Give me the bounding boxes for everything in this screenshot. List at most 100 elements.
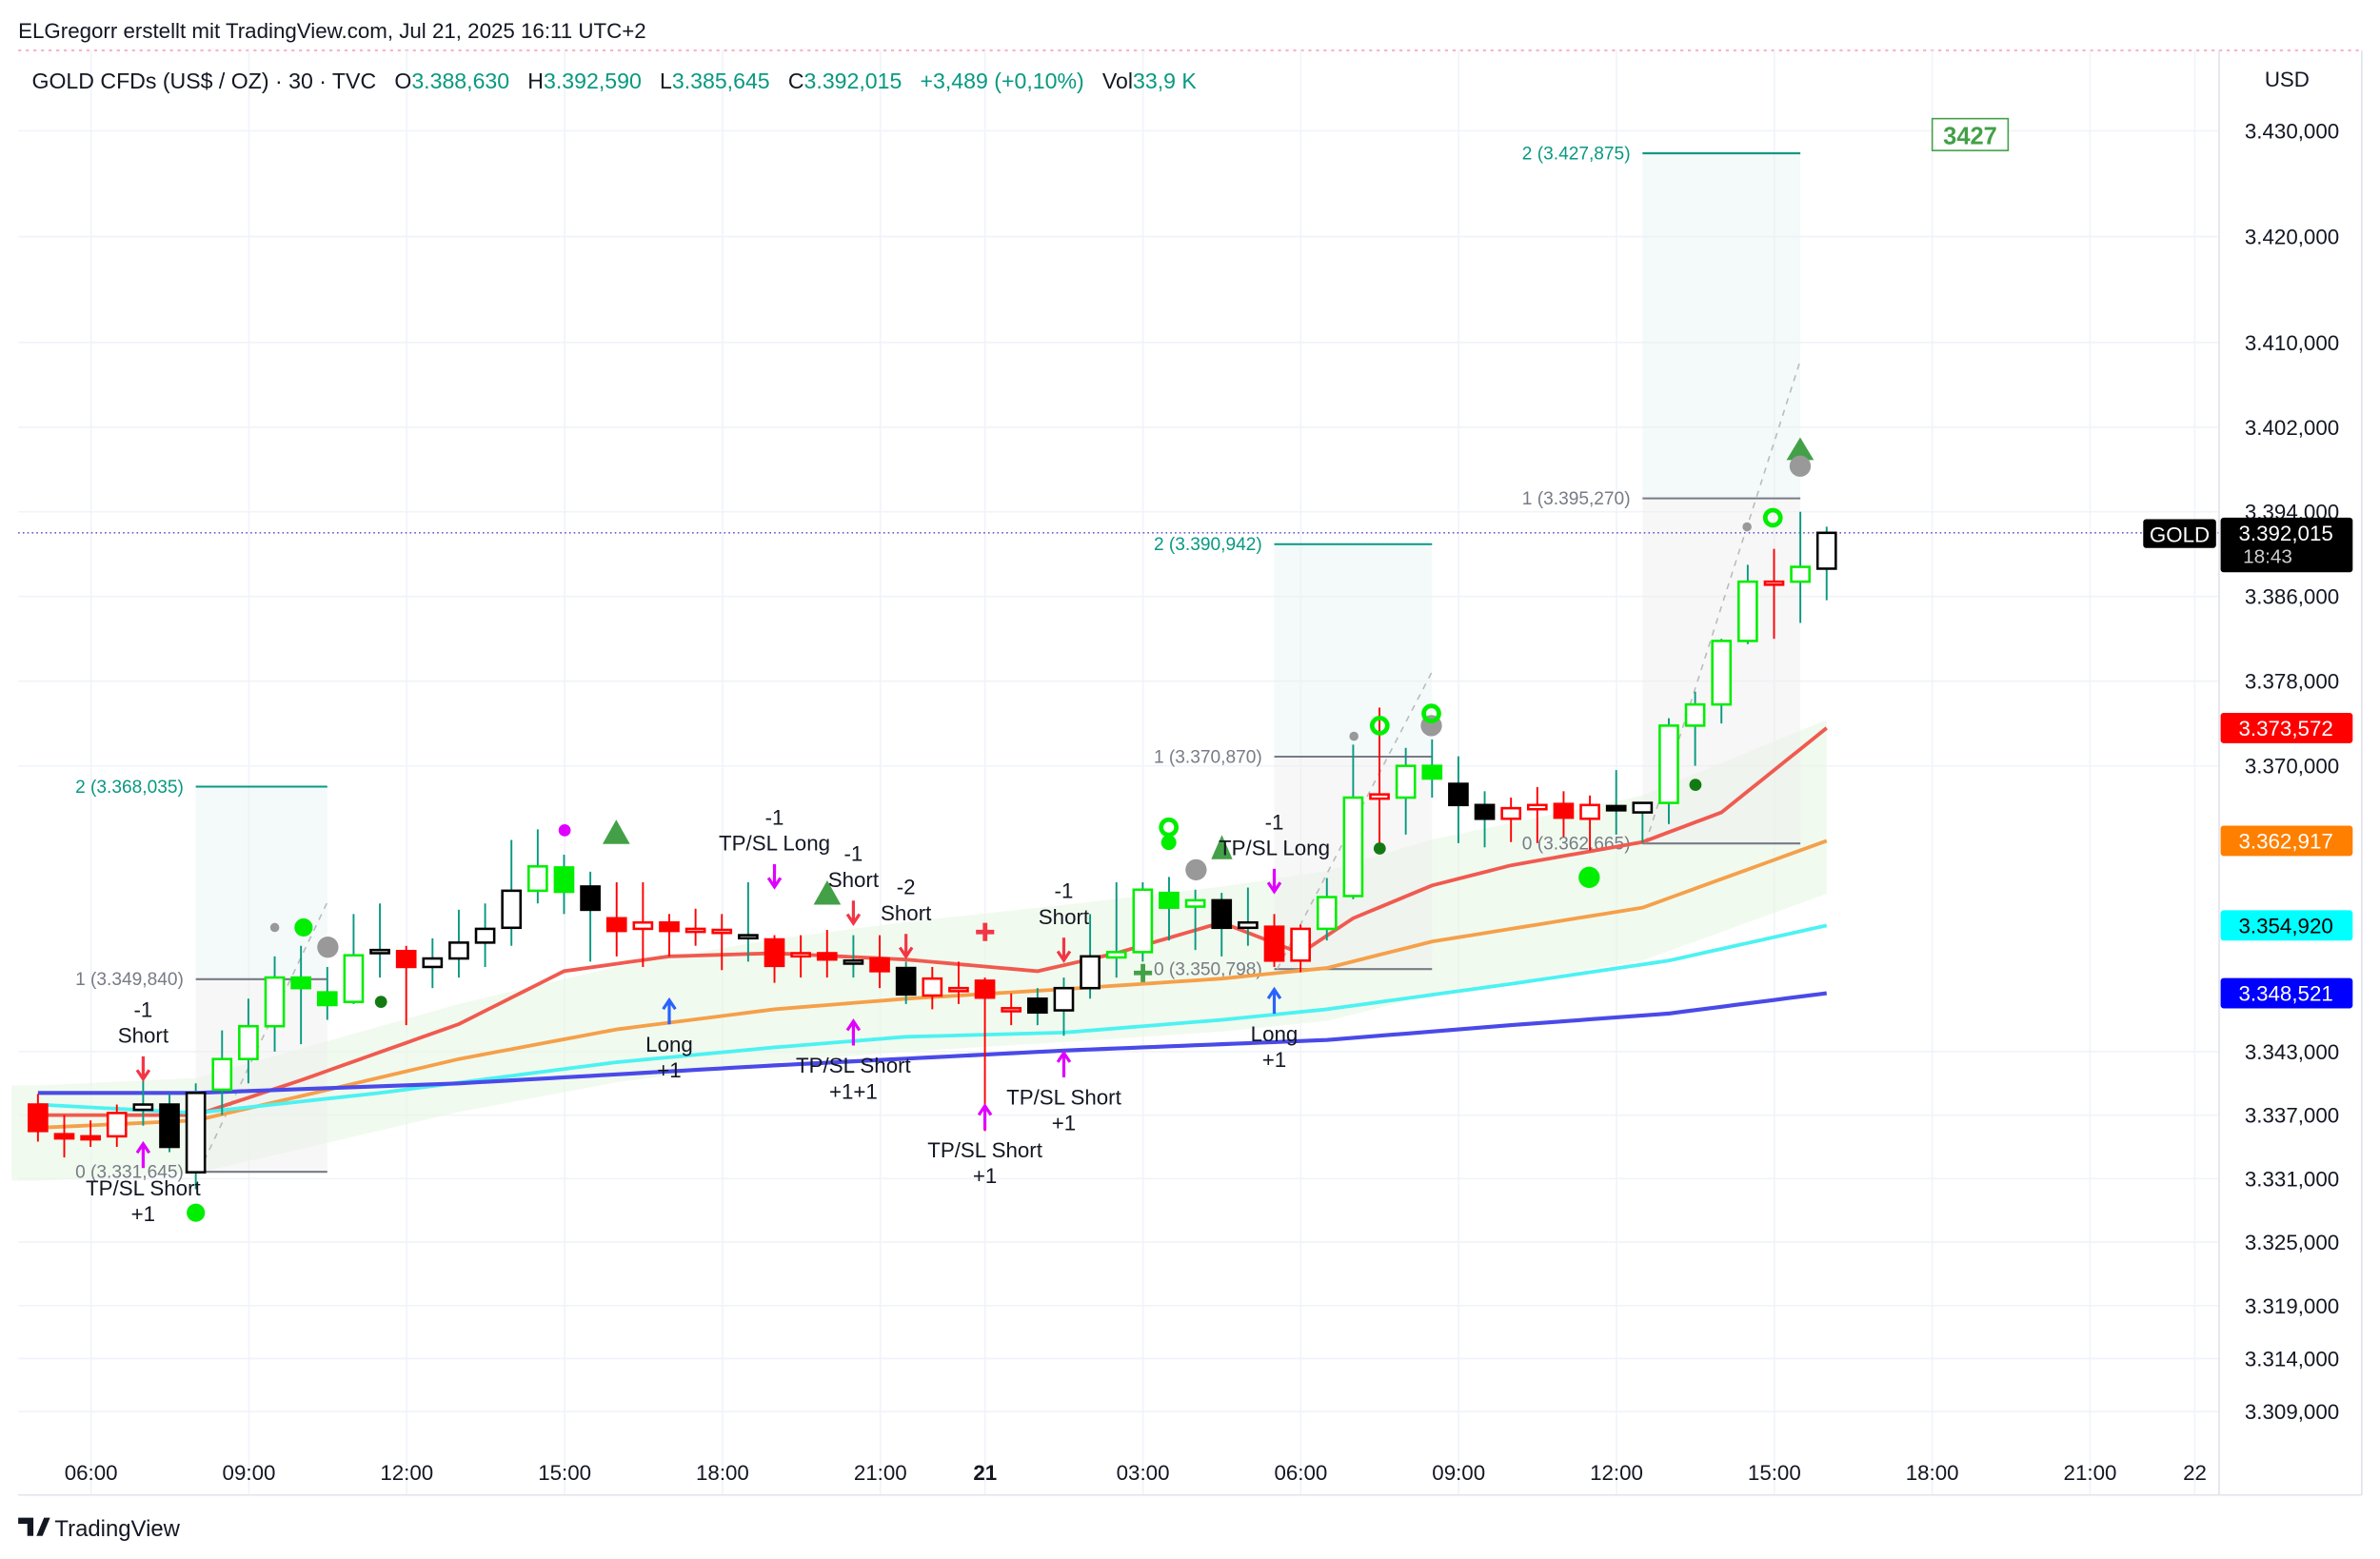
candle[interactable] — [632, 881, 654, 967]
candle[interactable] — [264, 956, 286, 1052]
candle[interactable] — [1526, 786, 1548, 843]
green-dot-icon — [1578, 866, 1600, 888]
svg-text:GOLD CFDs (US$ / OZ) · 30 · TV: GOLD CFDs (US$ / OZ) · 30 · TVC O3.388,6… — [31, 69, 1197, 93]
candle[interactable] — [895, 961, 917, 1004]
candle[interactable] — [816, 930, 838, 978]
candle[interactable] — [369, 903, 390, 978]
position-target-zone — [195, 786, 327, 979]
candle[interactable] — [922, 966, 943, 1010]
signal-text: TP/SL Short — [1006, 1086, 1122, 1110]
moving-averages — [37, 726, 1828, 1130]
candle[interactable] — [1263, 914, 1285, 967]
candle[interactable] — [28, 1094, 49, 1142]
price-axis[interactable]: 3.430,0003.420,0003.410,0003.402,0003.39… — [2245, 119, 2339, 1424]
candle[interactable] — [1211, 893, 1233, 957]
candle[interactable] — [1053, 977, 1075, 1036]
candle[interactable] — [501, 839, 523, 946]
candle[interactable] — [316, 966, 338, 1020]
candle[interactable] — [684, 908, 706, 946]
candle[interactable] — [1105, 881, 1127, 978]
candle[interactable] — [159, 1094, 180, 1153]
candle[interactable] — [1684, 691, 1706, 766]
candle[interactable] — [738, 881, 759, 962]
candle[interactable] — [527, 829, 548, 904]
candle[interactable] — [711, 914, 733, 971]
candle[interactable] — [1790, 511, 1811, 623]
candle[interactable] — [553, 855, 575, 915]
candle[interactable] — [1132, 881, 1154, 962]
candle-body — [553, 866, 575, 894]
candle[interactable] — [1159, 877, 1180, 941]
candle[interactable] — [1763, 548, 1785, 640]
candle[interactable] — [1605, 770, 1627, 835]
candle[interactable] — [1421, 739, 1443, 799]
candle-body — [422, 957, 444, 969]
signal-text: Long — [1251, 1022, 1299, 1046]
price-tick-label: 3.402,000 — [2245, 416, 2339, 440]
currency-label[interactable]: USD — [2265, 68, 2310, 91]
candle[interactable] — [1184, 889, 1206, 951]
candle-body — [1474, 803, 1496, 820]
arrow-down-icon — [845, 900, 862, 926]
time-axis[interactable]: 06:00 09:00 12:00 15:00 18:00 21:00 21 03:00 06:… — [65, 1461, 2207, 1485]
candle-body — [369, 948, 390, 955]
candle[interactable] — [1290, 924, 1311, 973]
candle[interactable] — [238, 998, 259, 1084]
candle[interactable] — [948, 961, 969, 1004]
symbol-tag-bg — [2143, 519, 2216, 548]
candle[interactable] — [1500, 798, 1522, 842]
candle[interactable] — [1369, 707, 1390, 846]
candle[interactable] — [1737, 564, 1758, 644]
candle-body — [948, 986, 969, 993]
candle[interactable] — [580, 871, 601, 962]
trend-dash-line — [198, 901, 328, 1173]
candle-body — [1737, 580, 1758, 642]
candle[interactable] — [1553, 791, 1575, 838]
candles[interactable] — [28, 511, 1837, 1190]
candle[interactable] — [790, 935, 811, 978]
candle[interactable] — [1579, 795, 1600, 851]
candle[interactable] — [211, 1030, 233, 1115]
candle[interactable] — [1448, 756, 1469, 843]
price-label: 3.362,917 — [2220, 825, 2353, 857]
candle[interactable] — [843, 935, 864, 978]
candle[interactable] — [1316, 878, 1338, 941]
arrow-up-icon — [135, 1140, 151, 1169]
candle[interactable] — [1474, 791, 1496, 848]
candle[interactable] — [1632, 801, 1654, 843]
fib-level-label: 2 (3.427,875) — [1522, 144, 1631, 164]
gray-dot-icon — [1349, 731, 1359, 741]
candle[interactable] — [343, 914, 365, 1004]
candle[interactable] — [1026, 988, 1048, 1026]
candle[interactable] — [185, 1083, 207, 1190]
candle[interactable] — [1342, 744, 1364, 899]
candle[interactable] — [106, 1104, 128, 1148]
candle[interactable] — [80, 1120, 101, 1148]
price-label: 3.354,920 — [2220, 910, 2353, 941]
time-tick-label: 18:00 — [1906, 1461, 1959, 1485]
arrow-down-icon — [898, 934, 914, 959]
candle[interactable] — [1711, 639, 1733, 724]
candle[interactable] — [1658, 718, 1679, 824]
candle[interactable] — [764, 935, 785, 983]
candle[interactable] — [1395, 747, 1417, 835]
candle[interactable] — [869, 935, 890, 989]
candle[interactable] — [290, 945, 312, 1045]
fib-level-label: 2 (3.390,942) — [1154, 535, 1262, 555]
candle[interactable] — [474, 903, 496, 967]
candle[interactable] — [1815, 526, 1837, 601]
candle[interactable] — [448, 909, 469, 978]
candle[interactable] — [605, 881, 627, 957]
candle[interactable] — [395, 945, 417, 1026]
candle[interactable] — [1001, 993, 1022, 1026]
candle[interactable] — [659, 914, 680, 957]
gray-dot-icon — [1185, 858, 1207, 881]
candle[interactable] — [1238, 887, 1259, 946]
candle[interactable] — [53, 1115, 75, 1158]
arrow-up-icon — [977, 1103, 993, 1131]
candle[interactable] — [1080, 914, 1101, 999]
candle[interactable] — [974, 977, 996, 1132]
candle[interactable] — [422, 937, 444, 989]
